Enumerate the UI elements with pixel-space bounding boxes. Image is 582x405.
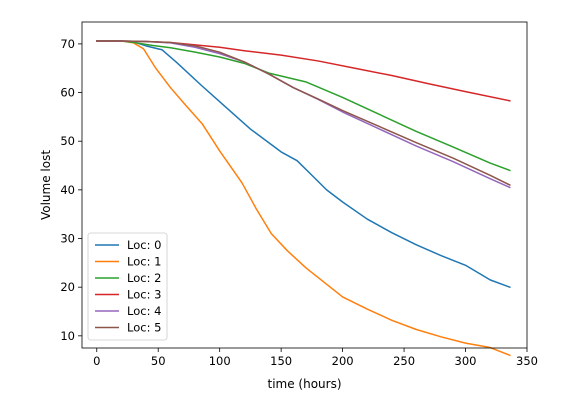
y-tick-label: 40	[60, 183, 75, 197]
series-line-5	[96, 40, 511, 187]
y-tick-label: 10	[60, 329, 75, 343]
x-tick-label: 300	[455, 354, 477, 368]
axes: 0 50 100 150 200 250 300 350 10 20 30 40 50 60 70 time …	[39, 21, 538, 391]
y-tick-label: 60	[60, 86, 75, 100]
x-tick-label: 350	[516, 354, 538, 368]
y-tick-label: 70	[60, 37, 75, 51]
series-line-1	[96, 40, 511, 357]
x-tick-label: 250	[393, 354, 415, 368]
legend: Loc: 0 Loc: 1 Loc: 2 Loc: 3 Loc: 4 Loc: 5	[87, 232, 168, 341]
x-tick-label: 0	[93, 354, 100, 368]
legend-box	[87, 232, 168, 341]
y-tick-label: 30	[60, 232, 75, 246]
x-tick-label: 200	[332, 354, 354, 368]
legend-label-3: Loc: 3	[127, 288, 161, 302]
y-tick-label: 50	[60, 134, 75, 148]
x-tick-label: 100	[209, 354, 231, 368]
x-tick-label: 150	[270, 354, 292, 368]
x-tick-label: 50	[151, 354, 166, 368]
x-axis-title: time (hours)	[267, 377, 341, 391]
legend-label-5: Loc: 5	[127, 321, 161, 335]
y-axis-title: Volume lost	[39, 150, 53, 220]
axes-frame	[81, 21, 528, 349]
y-tick-label: 20	[60, 280, 75, 294]
legend-label-4: Loc: 4	[127, 304, 161, 318]
series-line-0	[96, 40, 511, 289]
legend-label-2: Loc: 2	[127, 271, 161, 285]
legend-label-1: Loc: 1	[127, 255, 161, 269]
legend-label-0: Loc: 0	[127, 238, 161, 252]
plot-area	[96, 40, 511, 357]
